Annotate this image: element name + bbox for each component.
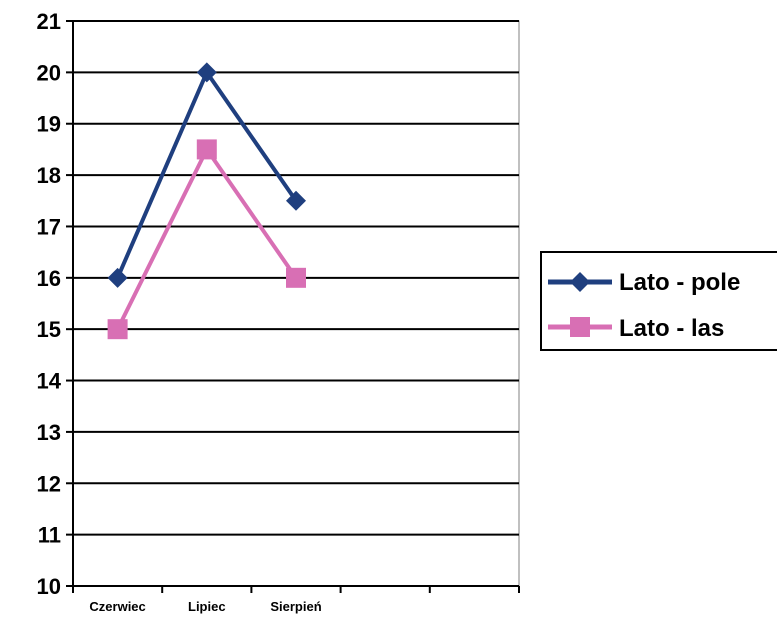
x-tick-labels: Czerwiec Lipiec Sierpień	[89, 599, 321, 614]
x-tick-label: Sierpień	[270, 599, 321, 614]
y-tick-label: 20	[37, 60, 61, 85]
legend-marker-0	[570, 272, 590, 292]
x-tick-label: Czerwiec	[89, 599, 145, 614]
plot-area	[72, 20, 520, 587]
y-tick-labels: 10 11 12 13 14 15 16 17 18 19 20 21	[37, 9, 62, 599]
data-point-1	[196, 139, 217, 160]
data-point-1	[286, 267, 306, 288]
legend-label-0: Lato - pole	[619, 269, 740, 296]
x-tick-label: Lipiec	[188, 599, 226, 614]
data-point-0	[286, 190, 306, 211]
legend-marker-1	[570, 317, 590, 337]
series-line-1	[115, 147, 298, 331]
y-tick-label: 10	[37, 574, 61, 599]
y-tick-label: 19	[37, 112, 61, 137]
y-tick-label: 12	[37, 471, 61, 496]
y-tick-label: 21	[37, 9, 61, 34]
y-tick-label: 15	[37, 317, 61, 342]
y-tick-label: 18	[37, 163, 61, 188]
y-tick-label: 17	[37, 214, 61, 239]
data-point-1	[107, 319, 128, 340]
data-point-0	[196, 62, 217, 83]
gridlines	[72, 20, 520, 587]
axes	[66, 20, 520, 593]
legend: Lato - pole Lato - las	[540, 251, 777, 351]
series-group	[107, 62, 306, 340]
y-tick-label: 11	[38, 523, 61, 548]
legend-label-1: Lato - las	[619, 315, 724, 342]
y-tick-label: 13	[37, 420, 61, 445]
y-tick-label: 14	[37, 369, 62, 394]
y-tick-label: 16	[37, 266, 61, 291]
data-point-0	[107, 267, 128, 288]
